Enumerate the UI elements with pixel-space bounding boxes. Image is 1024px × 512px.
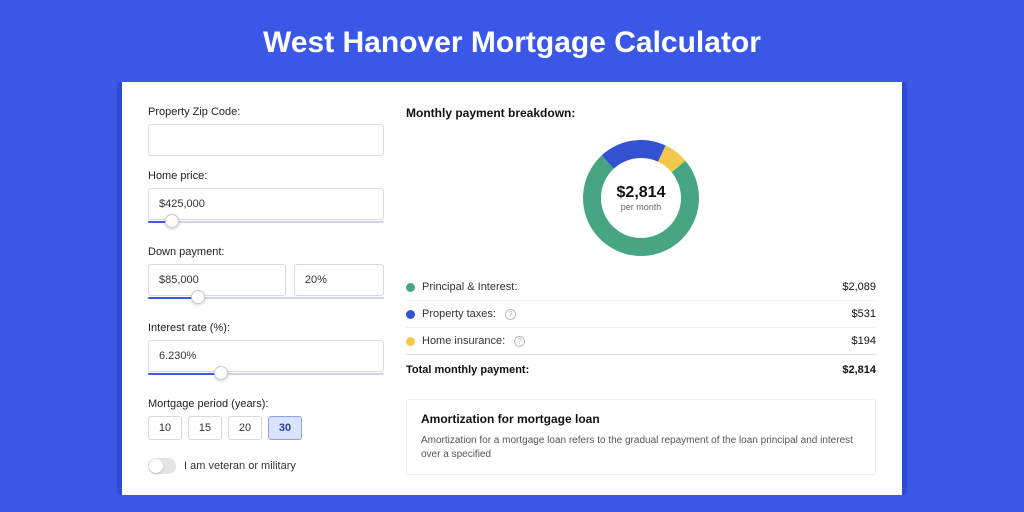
veteran-toggle-row: I am veteran or military [148, 458, 384, 474]
donut-chart-wrap: $2,814 per month [406, 132, 876, 274]
down-payment-percent-input[interactable] [294, 264, 384, 296]
amortization-card: Amortization for mortgage loan Amortizat… [406, 399, 876, 475]
period-option-30[interactable]: 30 [268, 416, 302, 440]
legend-value: $2,089 [842, 281, 876, 293]
calculator-outer-card: Property Zip Code: Home price: Down paym… [117, 82, 907, 495]
legend-label: Property taxes: [422, 308, 496, 320]
period-option-10[interactable]: 10 [148, 416, 182, 440]
legend-row: Home insurance:? $194 [406, 327, 876, 354]
down-payment-slider[interactable] [148, 294, 384, 308]
legend-dot [406, 283, 415, 292]
slider-thumb[interactable] [165, 214, 179, 228]
breakdown-column: Monthly payment breakdown: $2,814 per mo… [406, 106, 876, 475]
down-payment-label: Down payment: [148, 246, 384, 258]
legend-label: Principal & Interest: [422, 281, 517, 293]
form-column: Property Zip Code: Home price: Down paym… [148, 106, 384, 475]
interest-rate-label: Interest rate (%): [148, 322, 384, 334]
zip-label: Property Zip Code: [148, 106, 384, 118]
legend-dot [406, 337, 415, 346]
info-icon[interactable]: ? [505, 309, 516, 320]
donut-amount: $2,814 [617, 184, 666, 202]
interest-rate-field-group: Interest rate (%): [148, 322, 384, 384]
amortization-title: Amortization for mortgage loan [421, 412, 861, 426]
donut-sub: per month [621, 202, 662, 212]
down-payment-field-group: Down payment: [148, 246, 384, 308]
period-label: Mortgage period (years): [148, 398, 384, 410]
slider-thumb[interactable] [191, 290, 205, 304]
breakdown-title: Monthly payment breakdown: [406, 106, 876, 120]
donut-chart: $2,814 per month [581, 138, 701, 258]
zip-input[interactable] [148, 124, 384, 156]
page-title: West Hanover Mortgage Calculator [0, 0, 1024, 82]
home-price-label: Home price: [148, 170, 384, 182]
legend-dot [406, 310, 415, 319]
total-row: Total monthly payment: $2,814 [406, 354, 876, 383]
period-field-group: Mortgage period (years): 10152030 [148, 398, 384, 440]
home-price-slider[interactable] [148, 218, 384, 232]
zip-field-group: Property Zip Code: [148, 106, 384, 156]
veteran-label: I am veteran or military [184, 460, 296, 472]
total-value: $2,814 [842, 364, 876, 376]
legend-label: Home insurance: [422, 335, 505, 347]
legend-value: $194 [852, 335, 876, 347]
slider-thumb[interactable] [214, 366, 228, 380]
legend-row: Property taxes:? $531 [406, 300, 876, 327]
down-payment-amount-input[interactable] [148, 264, 286, 296]
interest-rate-input[interactable] [148, 340, 384, 372]
home-price-input[interactable] [148, 188, 384, 220]
legend-row: Principal & Interest: $2,089 [406, 274, 876, 300]
amortization-text: Amortization for a mortgage loan refers … [421, 434, 861, 462]
legend-value: $531 [852, 308, 876, 320]
home-price-field-group: Home price: [148, 170, 384, 232]
veteran-toggle[interactable] [148, 458, 176, 474]
calculator-card: Property Zip Code: Home price: Down paym… [122, 82, 902, 495]
interest-rate-slider[interactable] [148, 370, 384, 384]
period-option-15[interactable]: 15 [188, 416, 222, 440]
total-label: Total monthly payment: [406, 364, 529, 376]
info-icon[interactable]: ? [514, 336, 525, 347]
period-option-20[interactable]: 20 [228, 416, 262, 440]
